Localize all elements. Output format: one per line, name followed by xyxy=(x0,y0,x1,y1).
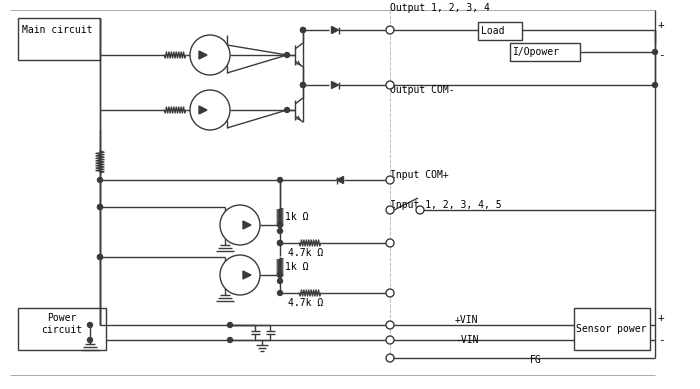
Circle shape xyxy=(386,354,394,362)
Circle shape xyxy=(228,338,232,342)
Circle shape xyxy=(228,322,232,328)
Text: Sensor power: Sensor power xyxy=(576,324,647,334)
Polygon shape xyxy=(243,271,251,279)
Bar xyxy=(510,43,580,61)
Circle shape xyxy=(277,291,283,296)
Circle shape xyxy=(277,240,283,245)
Circle shape xyxy=(97,205,102,210)
Circle shape xyxy=(88,338,92,342)
Text: Load: Load xyxy=(481,26,505,36)
Circle shape xyxy=(386,81,394,89)
Circle shape xyxy=(88,322,92,328)
Text: 4.7k Ω: 4.7k Ω xyxy=(288,248,323,258)
Text: circuit: circuit xyxy=(41,325,83,335)
Text: +VIN: +VIN xyxy=(455,315,479,325)
Bar xyxy=(18,18,100,60)
Text: 1k Ω: 1k Ω xyxy=(285,212,309,222)
Polygon shape xyxy=(243,221,251,229)
Circle shape xyxy=(97,254,102,259)
Text: Output COM-: Output COM- xyxy=(390,85,454,95)
Circle shape xyxy=(97,177,102,182)
Circle shape xyxy=(97,205,102,210)
Polygon shape xyxy=(332,82,339,89)
Circle shape xyxy=(386,206,394,214)
Circle shape xyxy=(284,53,290,58)
Text: Input 1, 2, 3, 4, 5: Input 1, 2, 3, 4, 5 xyxy=(390,200,502,210)
Circle shape xyxy=(277,240,283,245)
Circle shape xyxy=(386,239,394,247)
Circle shape xyxy=(277,228,283,233)
Circle shape xyxy=(416,206,424,214)
Text: FG: FG xyxy=(530,355,542,365)
Text: 4.7k Ω: 4.7k Ω xyxy=(288,298,323,308)
Circle shape xyxy=(300,28,305,33)
Circle shape xyxy=(220,255,260,295)
Circle shape xyxy=(386,26,394,34)
Polygon shape xyxy=(199,106,207,114)
Circle shape xyxy=(277,223,283,228)
Text: 1k Ω: 1k Ω xyxy=(285,262,309,272)
Polygon shape xyxy=(337,177,344,184)
Text: -: - xyxy=(658,50,665,60)
Circle shape xyxy=(277,279,283,284)
Text: Main circuit: Main circuit xyxy=(22,25,92,35)
Circle shape xyxy=(386,176,394,184)
Circle shape xyxy=(386,336,394,344)
Circle shape xyxy=(190,90,230,130)
Circle shape xyxy=(220,205,260,245)
Polygon shape xyxy=(332,26,339,33)
Circle shape xyxy=(300,28,305,33)
Polygon shape xyxy=(199,51,207,59)
Circle shape xyxy=(652,82,657,88)
Text: -: - xyxy=(658,335,665,345)
Text: +: + xyxy=(658,20,665,30)
Circle shape xyxy=(284,107,290,112)
Text: I/Opower: I/Opower xyxy=(513,47,560,57)
Circle shape xyxy=(277,273,283,277)
Text: Power: Power xyxy=(48,313,77,323)
Circle shape xyxy=(300,82,305,88)
Circle shape xyxy=(97,254,102,259)
Text: Input COM+: Input COM+ xyxy=(390,170,449,180)
Text: -VIN: -VIN xyxy=(455,335,479,345)
Bar xyxy=(574,308,650,350)
Circle shape xyxy=(386,321,394,329)
Text: +: + xyxy=(658,313,665,323)
Bar xyxy=(478,22,522,40)
Text: Output 1, 2, 3, 4: Output 1, 2, 3, 4 xyxy=(390,3,490,13)
Circle shape xyxy=(652,49,657,54)
Circle shape xyxy=(386,289,394,297)
Circle shape xyxy=(190,35,230,75)
Bar xyxy=(18,308,106,350)
Circle shape xyxy=(300,82,305,88)
Circle shape xyxy=(277,177,283,182)
